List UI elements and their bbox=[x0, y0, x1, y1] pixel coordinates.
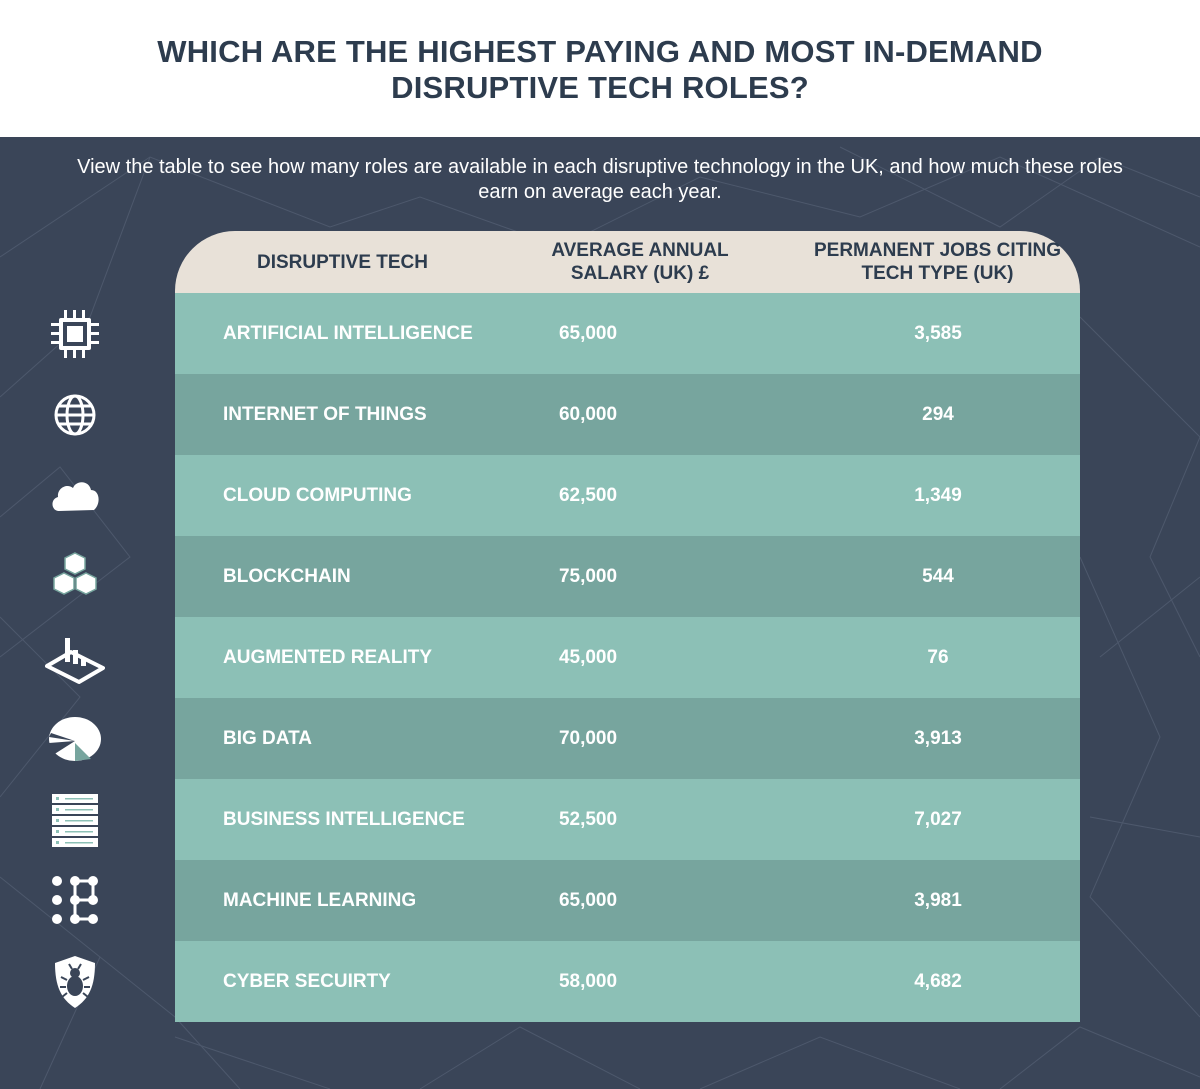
tech-name: CLOUD COMPUTING bbox=[223, 484, 412, 506]
salary-value: 45,000 bbox=[558, 646, 618, 668]
salary-value: 65,000 bbox=[558, 889, 618, 911]
salary-value: 52,500 bbox=[558, 808, 618, 830]
jobs-value: 7,027 bbox=[914, 808, 962, 830]
jobs-value: 3,981 bbox=[914, 889, 962, 911]
table-row: AUGMENTED REALITY 45,000 76 bbox=[45, 617, 1080, 698]
table-row: BLOCKCHAIN 75,000 544 bbox=[53, 536, 1080, 617]
salary-value: 60,000 bbox=[558, 403, 618, 425]
tech-name: INTERNET OF THINGS bbox=[223, 403, 427, 425]
header-permanent-jobs: PERMANENT JOBS CITING TECH TYPE (UK) bbox=[813, 240, 1062, 284]
cpu-chip-icon bbox=[45, 304, 105, 364]
table-row: BUSINESS INTELLIGENCE 52,500 7,027 bbox=[52, 779, 1080, 860]
jobs-value: 76 bbox=[927, 646, 949, 668]
tech-name: MACHINE LEARNING bbox=[223, 889, 417, 911]
table-row: BIG DATA 70,000 3,913 bbox=[49, 698, 1080, 779]
cloud-icon bbox=[45, 466, 105, 526]
ar-device-icon bbox=[45, 628, 105, 688]
pie-chart-icon bbox=[45, 709, 105, 769]
table-row: CLOUD COMPUTING 62,500 1,349 bbox=[52, 455, 1080, 536]
tech-name: ARTIFICIAL INTELLIGENCE bbox=[223, 322, 473, 344]
globe-icon bbox=[45, 385, 105, 445]
tech-name: AUGMENTED REALITY bbox=[223, 646, 432, 668]
server-rack-icon bbox=[45, 790, 105, 850]
content-panel: View the table to see how many roles are… bbox=[0, 137, 1200, 1089]
header-disruptive-tech: DISRUPTIVE TECH bbox=[256, 251, 429, 273]
table-row: ARTIFICIAL INTELLIGENCE 65,000 3,585 bbox=[51, 293, 1080, 374]
jobs-value: 1,349 bbox=[914, 484, 962, 506]
jobs-value: 3,913 bbox=[914, 727, 962, 749]
jobs-value: 294 bbox=[922, 403, 954, 425]
table-row: MACHINE LEARNING 65,000 3,981 bbox=[52, 860, 1080, 941]
tech-name: BLOCKCHAIN bbox=[223, 565, 351, 587]
jobs-value: 4,682 bbox=[914, 970, 962, 992]
background-network-lines bbox=[0, 146, 1200, 1089]
salary-value: 65,000 bbox=[558, 322, 618, 344]
title-banner: WHICH ARE THE HIGHEST PAYING AND MOST IN… bbox=[0, 0, 1200, 137]
page-title: WHICH ARE THE HIGHEST PAYING AND MOST IN… bbox=[157, 33, 1043, 105]
intro-text: View the table to see how many roles are… bbox=[77, 156, 1123, 203]
table-row: INTERNET OF THINGS 60,000 294 bbox=[54, 374, 1080, 455]
header-average-salary: AVERAGE ANNUAL SALARY (UK) £ bbox=[551, 240, 729, 284]
neural-network-icon bbox=[45, 871, 105, 931]
stacked-cubes-icon bbox=[45, 547, 105, 607]
table-row: CYBER SECUIRTY 58,000 4,682 bbox=[55, 941, 1080, 1022]
jobs-value: 3,585 bbox=[914, 322, 962, 344]
salary-value: 70,000 bbox=[558, 727, 618, 749]
tech-name: BIG DATA bbox=[223, 727, 313, 749]
salary-value: 62,500 bbox=[558, 484, 618, 506]
tech-name: CYBER SECUIRTY bbox=[223, 970, 391, 992]
table-header: DISRUPTIVE TECH AVERAGE ANNUAL SALARY (U… bbox=[175, 231, 1080, 293]
table-body: ARTIFICIAL INTELLIGENCE 65,000 3,585 INT… bbox=[45, 293, 1080, 1022]
jobs-value: 544 bbox=[922, 565, 954, 587]
shield-bug-icon bbox=[45, 952, 105, 1012]
tech-name: BUSINESS INTELLIGENCE bbox=[223, 808, 465, 830]
salary-value: 58,000 bbox=[558, 970, 618, 992]
salary-value: 75,000 bbox=[558, 565, 618, 587]
